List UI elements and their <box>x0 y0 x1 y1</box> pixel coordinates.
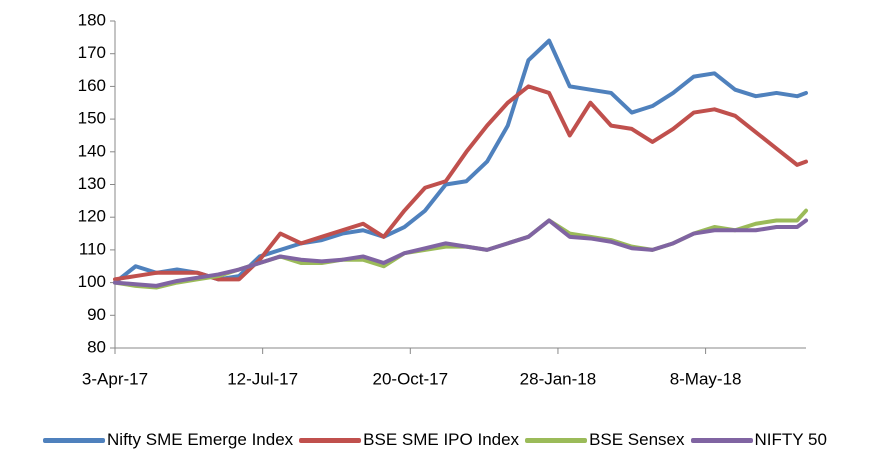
x-tick-label: 12-Jul-17 <box>227 369 298 388</box>
legend-item: Nifty SME Emerge Index <box>43 430 293 450</box>
legend-label: NIFTY 50 <box>754 430 827 449</box>
series-line <box>113 38 808 285</box>
x-tick-label: 28-Jan-18 <box>520 369 597 388</box>
series-line <box>113 84 808 282</box>
legend-item: BSE Sensex <box>525 430 685 450</box>
y-tick-label: 140 <box>78 141 106 160</box>
legend: Nifty SME Emerge Index BSE SME IPO Index B… <box>0 430 870 450</box>
legend-item: BSE SME IPO Index <box>299 430 519 450</box>
y-tick-label: 120 <box>78 207 106 226</box>
y-tick-label: 100 <box>78 272 106 291</box>
x-tick-label: 8-May-18 <box>670 369 742 388</box>
x-tick-label: 20-Oct-17 <box>373 369 449 388</box>
y-tick-label: 170 <box>78 43 106 62</box>
y-tick-label: 180 <box>78 10 106 29</box>
y-tick-label: 110 <box>79 239 106 258</box>
legend-label: BSE SME IPO Index <box>363 430 520 449</box>
legend-label: BSE Sensex <box>589 430 685 449</box>
legend-swatch <box>299 437 362 443</box>
legend-item: NIFTY 50 <box>690 430 827 450</box>
legend-label: Nifty SME Emerge Index <box>107 430 294 449</box>
y-tick-label: 80 <box>87 337 106 356</box>
series-line <box>113 218 808 288</box>
y-tick-label: 130 <box>78 174 106 193</box>
y-tick-label: 160 <box>78 76 106 95</box>
legend-swatch <box>525 437 588 443</box>
x-tick-label: 3-Apr-17 <box>82 369 148 388</box>
y-tick-label: 150 <box>78 109 106 128</box>
chart: 80 90 100 110 120 130 140 150 160 170 180 3-Apr-17 1… <box>78 10 808 388</box>
y-tick-label: 90 <box>87 305 106 324</box>
legend-swatch <box>43 437 106 443</box>
legend-swatch <box>690 437 753 443</box>
